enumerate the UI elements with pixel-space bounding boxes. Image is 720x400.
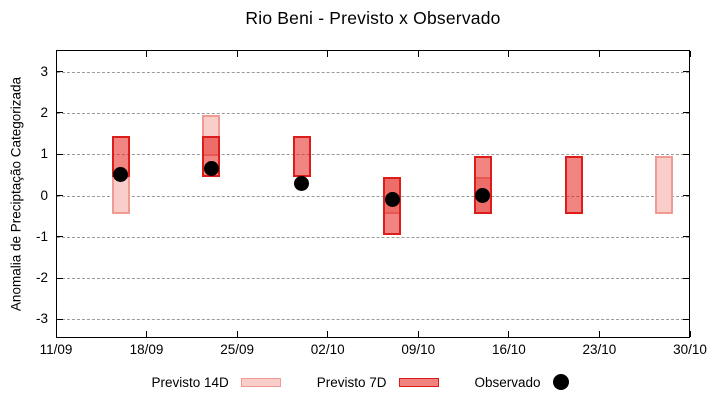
- x-tick-top: [55, 51, 57, 57]
- x-tick-top: [598, 51, 600, 57]
- y-tick-right: [683, 153, 689, 155]
- x-tick-top: [327, 51, 329, 57]
- x-tick-bottom: [236, 331, 238, 337]
- x-tick-label: 30/10: [673, 342, 707, 357]
- gridline: [57, 112, 689, 114]
- y-tick-right: [683, 236, 689, 238]
- gridline: [57, 278, 689, 280]
- observado-dot: [294, 175, 310, 191]
- y-tick-left: [57, 71, 63, 73]
- legend-item: Observado: [475, 374, 569, 390]
- y-tick-label: 0: [40, 187, 48, 203]
- x-tick-label: 16/10: [491, 342, 526, 357]
- y-tick-label: 1: [40, 146, 48, 162]
- observado-dot: [475, 188, 491, 203]
- x-tick-top: [236, 51, 238, 57]
- y-tick-left: [57, 236, 63, 238]
- chart-title: Rio Beni - Previsto x Observado: [245, 8, 501, 28]
- plot-frame: [56, 50, 690, 338]
- y-tick-label: -3: [35, 311, 48, 327]
- legend: Previsto 14D Previsto 7D Observado: [0, 374, 720, 390]
- previsto-7d-bar: [564, 156, 583, 215]
- y-tick-left: [57, 277, 63, 279]
- previsto-7d-bar: [473, 156, 492, 215]
- x-tick-bottom: [327, 331, 329, 337]
- y-tick-right: [683, 277, 689, 279]
- observado-dot: [113, 167, 129, 183]
- gridline: [57, 195, 689, 197]
- x-tick-bottom: [417, 331, 419, 337]
- gridline: [57, 154, 689, 156]
- y-tick-left: [57, 318, 63, 320]
- previsto-14d-bar: [655, 156, 674, 215]
- x-tick-bottom: [689, 331, 691, 337]
- gridline: [57, 236, 689, 238]
- gridline: [57, 319, 689, 321]
- x-tick-top: [508, 51, 510, 57]
- legend-bar-swatch: [398, 377, 439, 387]
- y-tick-label: -1: [35, 228, 48, 244]
- legend-label: Observado: [474, 374, 541, 390]
- legend-item: Previsto 7D: [317, 375, 439, 390]
- y-tick-right: [683, 195, 689, 196]
- y-tick-right: [683, 112, 689, 114]
- x-tick-top: [417, 51, 419, 57]
- y-tick-label: 2: [40, 104, 48, 120]
- y-tick-label: 3: [40, 63, 48, 79]
- y-tick-left: [57, 195, 63, 196]
- observado-dot: [203, 161, 219, 177]
- y-tick-left: [57, 112, 63, 114]
- gridline: [57, 71, 689, 73]
- legend-bar-swatch: [240, 377, 281, 387]
- x-tick-bottom: [55, 331, 57, 337]
- previsto-14d-bar: [111, 176, 130, 215]
- y-tick-right: [683, 71, 689, 73]
- legend-label: Previsto 14D: [151, 374, 229, 390]
- legend-dot-swatch: [552, 374, 569, 390]
- x-tick-bottom: [598, 331, 600, 337]
- x-tick-bottom: [146, 331, 148, 337]
- x-tick-label: 23/10: [582, 342, 617, 357]
- x-tick-label: 02/10: [310, 342, 345, 357]
- legend-label: Previsto 7D: [316, 374, 387, 390]
- x-tick-label: 18/09: [129, 342, 164, 357]
- y-tick-left: [57, 153, 63, 155]
- x-tick-label: 11/09: [39, 342, 73, 357]
- x-tick-bottom: [508, 331, 510, 337]
- legend-item: Previsto 14D: [151, 374, 281, 390]
- x-tick-top: [146, 51, 148, 57]
- y-tick-label: -2: [35, 270, 48, 286]
- x-tick-label: 09/10: [401, 342, 436, 357]
- x-tick-top: [689, 51, 691, 57]
- y-tick-right: [683, 318, 689, 320]
- previsto-7d-bar: [292, 135, 311, 177]
- observado-dot: [384, 192, 400, 208]
- x-tick-label: 25/09: [220, 342, 255, 357]
